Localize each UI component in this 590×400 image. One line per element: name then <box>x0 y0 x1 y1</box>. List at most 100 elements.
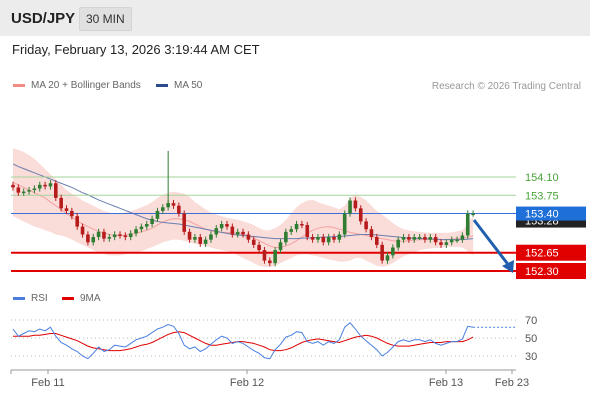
support-label: 152.30 <box>525 266 559 278</box>
candle-body <box>417 237 422 239</box>
forecast-arrow-line <box>472 219 512 268</box>
candle-body <box>70 210 74 217</box>
x-tick-label: Feb 12 <box>230 377 264 389</box>
rsi-ma9-line <box>13 331 474 352</box>
candle-body <box>75 216 79 227</box>
support-label: 152.65 <box>525 248 559 260</box>
candle-body <box>294 224 299 230</box>
candle-body <box>278 242 283 251</box>
candle-body <box>235 231 240 235</box>
candle-body <box>321 237 326 243</box>
candle-body <box>449 239 454 243</box>
current-price-box <box>516 206 586 221</box>
candle-body <box>385 255 390 261</box>
candles <box>11 150 475 267</box>
candle-body <box>353 200 358 209</box>
legend-rsi-label: RSI <box>31 293 48 304</box>
candle-body <box>251 239 256 245</box>
candle-body <box>43 184 47 187</box>
candle-body <box>257 244 261 251</box>
candle-body <box>246 234 251 240</box>
candle-body <box>27 190 31 192</box>
legend-ma50-label: MA 50 <box>174 80 203 91</box>
candle-body <box>342 213 347 235</box>
candle-body <box>230 226 235 235</box>
candle-body <box>144 224 149 227</box>
candle-body <box>310 237 315 240</box>
rsi-tick-label: 70 <box>525 315 537 327</box>
x-tick-label: Feb 11 <box>31 377 64 389</box>
candle-body <box>337 234 342 240</box>
candle-body <box>439 242 443 245</box>
candle-body <box>433 237 438 243</box>
candle-body <box>37 184 42 189</box>
candle-body <box>48 183 53 187</box>
candle-body <box>193 237 197 240</box>
candle-body <box>396 239 400 248</box>
candle-body <box>284 231 288 243</box>
candle-body <box>348 200 352 214</box>
candle-body <box>118 234 122 236</box>
resistance-label: 154.10 <box>525 172 559 184</box>
candle-body <box>171 203 176 206</box>
candle-body <box>112 234 117 238</box>
candle-body <box>59 197 63 209</box>
candle-body <box>209 234 213 240</box>
current-price-label: 153.40 <box>525 209 559 221</box>
support-box <box>516 244 586 261</box>
candle-body <box>21 191 26 194</box>
candle-body <box>128 233 133 238</box>
candle-body <box>32 188 37 191</box>
candle-body <box>187 231 192 240</box>
candle-body <box>305 225 310 238</box>
candle-body <box>214 228 219 235</box>
resistance-label: 153.75 <box>525 190 559 202</box>
legend-ma50: MA 50 <box>156 80 202 91</box>
candle-body <box>107 237 112 239</box>
forecast-arrow <box>472 219 514 273</box>
datetime-label: Friday, February 13, 2026 3:19:44 AM CET <box>12 42 260 57</box>
candle-body <box>16 187 21 193</box>
candle-body <box>262 250 267 261</box>
candle-body <box>326 237 331 243</box>
candle-body <box>11 184 15 188</box>
candle-body <box>150 218 154 224</box>
timeframe-button[interactable]: 30 MIN <box>79 7 132 31</box>
candle-body <box>407 237 411 240</box>
rsi-tick-label: 30 <box>525 351 537 363</box>
rsi-tick-label: 50 <box>525 333 537 345</box>
candle-body <box>455 239 459 242</box>
legend-9ma: 9MA <box>62 293 101 304</box>
candle-body <box>177 205 181 214</box>
candle-body <box>358 208 363 222</box>
x-tick-label: Feb 13 <box>429 377 463 389</box>
candle-body <box>391 247 395 256</box>
candle-body <box>375 237 379 245</box>
candle-body <box>80 226 85 235</box>
candle-body <box>332 237 336 240</box>
candle-body <box>91 237 96 243</box>
ma50-swatch <box>156 84 168 87</box>
candle-body <box>86 234 90 243</box>
x-axis: Feb 11 Feb 12 Feb 13 Feb 23 <box>10 369 529 389</box>
candle-body <box>241 231 245 235</box>
candle-body <box>401 237 406 240</box>
candle-body <box>54 183 58 198</box>
candle-body <box>444 242 449 245</box>
forecast-arrow-head <box>502 260 514 273</box>
credit-text: Research © 2026 Trading Central <box>431 81 581 92</box>
candle-body <box>364 221 368 230</box>
legend-rsi: RSI <box>13 293 48 304</box>
legend-9ma-label: 9MA <box>80 293 101 304</box>
candle-body <box>64 208 69 211</box>
candle-body <box>273 250 277 264</box>
rsi-panel: 70 50 30 <box>11 315 537 363</box>
candle-body <box>155 210 160 219</box>
candle-body <box>465 213 470 236</box>
candle-body <box>123 235 128 238</box>
candle-body <box>428 237 433 240</box>
candle-body <box>300 224 304 226</box>
bollinger-band <box>13 148 474 267</box>
